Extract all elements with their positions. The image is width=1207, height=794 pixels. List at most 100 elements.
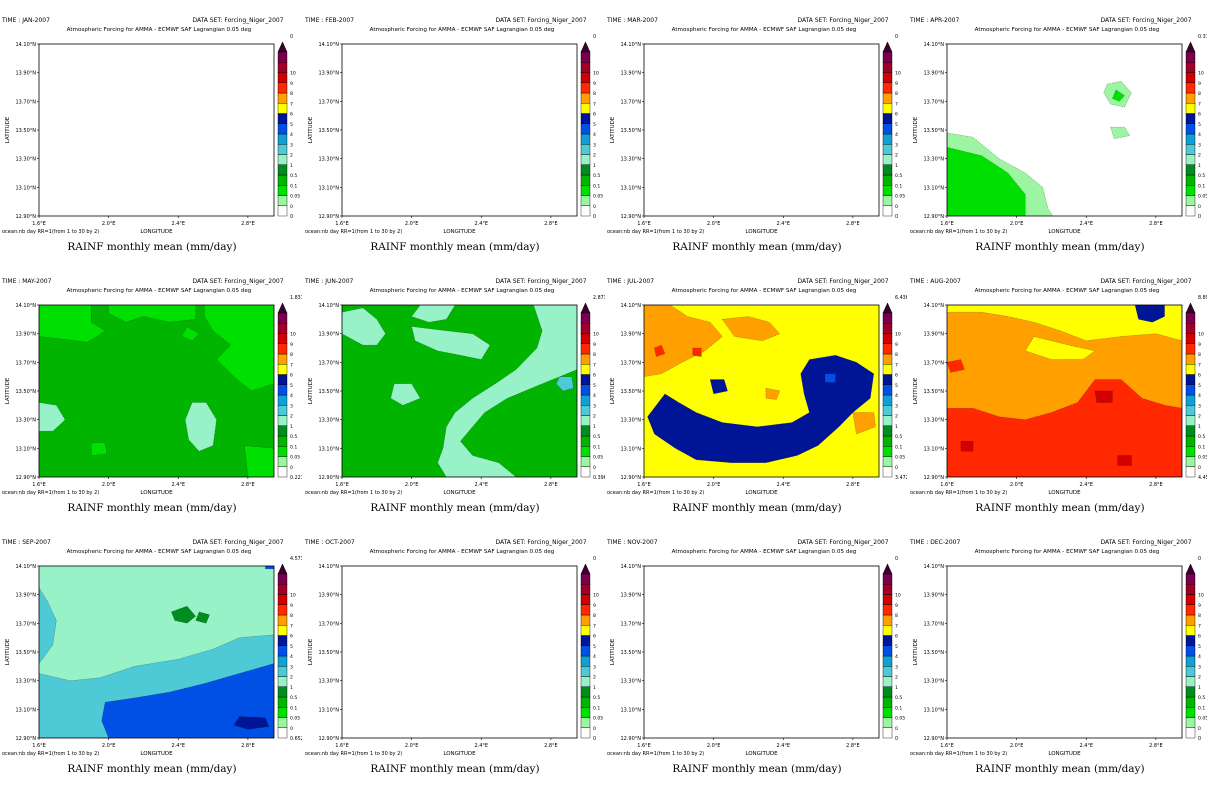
lon-tick-label: 1.6°E <box>32 743 46 749</box>
colorbar-box <box>277 727 288 739</box>
lat-tick-label: 13.70°N <box>620 621 641 627</box>
lat-tick-label: 13.10°N <box>318 185 339 191</box>
lat-tick-label: 13.70°N <box>620 99 641 105</box>
lat-tick-label: 13.30°N <box>318 679 339 685</box>
lat-tick-label: 12.90°N <box>318 214 339 220</box>
colorbar-box <box>277 573 288 585</box>
contour-region <box>709 379 728 395</box>
dataset-label: DATA SET: Forcing_Niger_2007 <box>1100 539 1191 546</box>
colorbar-level-label: 0 <box>895 204 898 210</box>
colorbar-box <box>277 415 288 426</box>
lon-tick-label: 2.8°E <box>1149 743 1163 749</box>
colorbar-box <box>882 185 893 196</box>
time-label: TIME : NOV-2007 <box>607 539 658 546</box>
map-svg: TIME : OCT-2007 DATA SET: Forcing_Niger_2… <box>305 539 603 775</box>
colorbar-box <box>882 333 893 344</box>
colorbar-arrow <box>277 302 288 314</box>
colorbar-box <box>277 696 288 708</box>
subtitle: Atmospheric Forcing for AMMA - ECMWF SAF… <box>672 288 857 294</box>
subtitle: Atmospheric Forcing for AMMA - ECMWF SAF… <box>975 27 1160 33</box>
lon-tick-label: 2.4°E <box>1079 221 1093 227</box>
map-svg: TIME : JAN-2007 DATA SET: Forcing_Niger_2… <box>2 17 300 253</box>
colorbar-box <box>1185 604 1196 616</box>
lat-tick-label: 12.90°N <box>620 736 641 742</box>
colorbar-box <box>1185 594 1196 605</box>
colorbar-box <box>1185 312 1196 324</box>
colorbar-box <box>580 456 591 467</box>
colorbar-level-label: 6 <box>593 112 596 118</box>
y-axis-label: LATITUDE <box>610 377 616 404</box>
colorbar-box <box>277 312 288 324</box>
colorbar-level-label: 4 <box>593 654 596 660</box>
colorbar-max: 0 <box>895 34 898 40</box>
colorbar-box <box>277 707 288 718</box>
lat-tick-label: 13.70°N <box>318 99 339 105</box>
colorbar-level-label: 3 <box>1198 664 1201 670</box>
colorbar-box <box>882 394 893 406</box>
colorbar-box <box>277 123 288 135</box>
colorbar-max: 6.436 <box>895 295 907 301</box>
lon-tick-label: 2.0°E <box>102 482 116 488</box>
colorbar-box <box>277 51 288 63</box>
colorbar-box <box>1185 696 1196 708</box>
colorbar-level-label: 0.05 <box>290 194 300 200</box>
colorbar-box <box>580 635 591 646</box>
lon-tick-label: 2.4°E <box>474 482 488 488</box>
plot-background <box>342 566 577 738</box>
colorbar-level-label: 9 <box>895 603 898 609</box>
colorbar-level-label: 0.05 <box>1198 455 1207 461</box>
colorbar-level-label: 0.5 <box>895 434 902 440</box>
contour-regions <box>39 566 274 738</box>
colorbar-level-label: 0.1 <box>1198 183 1205 189</box>
x-axis-label: LONGITUDE <box>140 490 173 496</box>
colorbar-level-label: 0.1 <box>593 444 600 450</box>
contour-regions <box>644 305 876 463</box>
colorbar-box <box>1185 333 1196 344</box>
colorbar-box <box>580 384 591 396</box>
colorbar-level-label: 1 <box>593 424 596 430</box>
colorbar-box <box>580 435 591 447</box>
colorbar-box <box>277 62 288 73</box>
colorbar-box <box>1185 113 1196 124</box>
map-svg: TIME : JUN-2007 DATA SET: Forcing_Niger_2… <box>305 278 605 514</box>
colorbar-box <box>580 51 591 63</box>
colorbar-level-label: 0.05 <box>290 455 300 461</box>
colorbar-min: 0.6527 <box>290 736 302 742</box>
colorbar-max: 0.378 <box>1198 34 1207 40</box>
colorbar-box <box>580 144 591 155</box>
colorbar-box <box>580 92 591 104</box>
colorbar-level-label: 0.05 <box>593 716 603 722</box>
colorbar-level-label: 5 <box>1198 122 1201 128</box>
colorbar-min: 0 <box>290 214 293 220</box>
lat-tick-label: 13.10°N <box>318 707 339 713</box>
colorbar-box <box>882 676 893 687</box>
lat-tick-label: 13.30°N <box>318 157 339 163</box>
colorbar-level-label: 1 <box>290 685 293 691</box>
colorbar-min: 0 <box>895 214 898 220</box>
colorbar-box <box>882 384 893 396</box>
colorbar-level-label: 5 <box>593 122 596 128</box>
colorbar-level-label: 8 <box>290 91 293 97</box>
contour-region <box>1110 126 1131 139</box>
contour-region <box>721 316 781 342</box>
colorbar-box <box>580 133 591 145</box>
colorbar-box <box>1185 82 1196 94</box>
colorbar-level-label: 3 <box>593 403 596 409</box>
lat-tick-label: 13.50°N <box>318 650 339 656</box>
colorbar-level-label: 0.1 <box>593 183 600 189</box>
y-axis-label: LATITUDE <box>5 116 11 143</box>
colorbar-box <box>580 594 591 605</box>
colorbar-level-label: 0.1 <box>290 444 297 450</box>
colorbar-level-label: 5 <box>290 644 293 650</box>
colorbar-level-label: 4 <box>290 654 293 660</box>
colorbar-box <box>882 195 893 206</box>
lat-tick-label: 13.50°N <box>15 128 36 134</box>
colorbar-box <box>277 394 288 406</box>
subtitle: Atmospheric Forcing for AMMA - ECMWF SAF… <box>67 549 252 555</box>
colorbar-box <box>580 727 591 739</box>
lat-tick-label: 12.90°N <box>923 214 944 220</box>
colorbar-level-label: 0.1 <box>593 705 600 711</box>
colorbar-box <box>277 655 288 667</box>
colorbar-box <box>277 205 288 217</box>
colorbar-max: 0 <box>593 556 596 562</box>
